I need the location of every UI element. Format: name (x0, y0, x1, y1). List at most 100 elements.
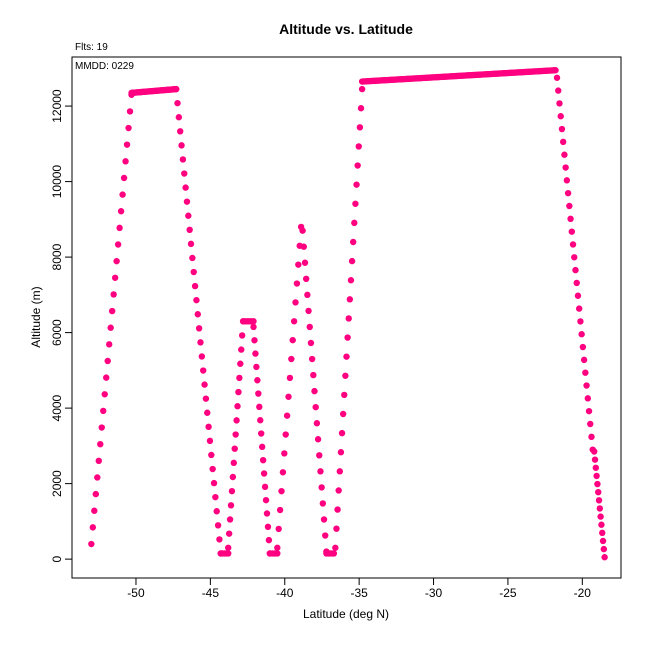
data-point (122, 158, 129, 165)
data-point (552, 67, 559, 74)
data-point (209, 465, 216, 473)
data-point (174, 99, 181, 107)
data-point (257, 417, 264, 424)
data-point (250, 323, 257, 331)
data-point (253, 363, 260, 371)
data-point (198, 353, 206, 360)
y-tick-label: 12000 (50, 89, 64, 123)
x-tick-label: -45 (202, 586, 220, 600)
data-point (302, 275, 310, 283)
data-point (202, 395, 210, 402)
data-point (559, 138, 567, 146)
data-point (172, 85, 180, 93)
data-point (562, 164, 569, 171)
data-point (197, 339, 204, 346)
data-point (571, 254, 578, 261)
data-point (575, 305, 583, 312)
data-point (299, 227, 306, 234)
x-tick-label: -35 (350, 586, 368, 600)
data-point (598, 521, 605, 528)
data-point (355, 143, 362, 150)
data-point (213, 508, 220, 515)
data-point (356, 124, 364, 131)
data-point (191, 282, 199, 290)
data-point (601, 554, 608, 561)
data-point (100, 407, 107, 415)
data-point (582, 369, 589, 376)
data-point (288, 355, 295, 363)
data-point (119, 191, 126, 198)
data-point (592, 464, 600, 471)
data-point (338, 429, 346, 437)
data-point (353, 181, 360, 188)
data-point (125, 124, 132, 132)
data-point (182, 184, 189, 191)
data-point (262, 496, 270, 504)
data-point (311, 387, 318, 395)
data-point (293, 280, 301, 287)
data-point (334, 506, 341, 513)
data-point (105, 341, 113, 348)
data-point (351, 219, 358, 227)
mmdd-annotation: MMDD: 0229 (75, 61, 134, 72)
data-point (225, 544, 232, 551)
data-point (594, 480, 601, 488)
data-point (113, 257, 120, 265)
data-point (577, 318, 584, 325)
data-point (258, 430, 265, 437)
data-point (181, 170, 188, 177)
data-point (258, 443, 266, 451)
data-point (319, 500, 327, 507)
data-point (597, 513, 604, 520)
data-point (588, 433, 595, 441)
data-point (282, 431, 289, 438)
data-point (255, 390, 262, 397)
data-point (283, 412, 291, 419)
y-tick-label: 2000 (50, 470, 64, 497)
data-point (111, 274, 119, 281)
data-point (232, 431, 239, 438)
data-point (251, 337, 258, 344)
data-point (274, 544, 281, 551)
data-point (566, 202, 573, 210)
data-point (183, 198, 191, 205)
data-point (301, 259, 309, 266)
data-point (342, 372, 349, 379)
data-point (199, 367, 207, 374)
data-point (94, 474, 101, 481)
data-point (107, 324, 114, 331)
data-point (330, 550, 338, 557)
data-point (279, 469, 287, 476)
data-point (252, 350, 259, 357)
data-point (580, 356, 588, 364)
data-point (339, 410, 347, 418)
data-point (210, 479, 218, 487)
data-point (352, 200, 359, 207)
data-point (208, 451, 215, 459)
data-point (117, 208, 125, 215)
data-point (225, 550, 232, 557)
data-point (228, 487, 236, 495)
data-point (178, 142, 185, 149)
x-tick-label: -25 (499, 586, 517, 600)
data-point (295, 261, 302, 268)
data-point (201, 381, 208, 388)
data-point (278, 487, 285, 495)
data-point (110, 291, 117, 298)
data-point (126, 108, 134, 115)
data-point (190, 268, 197, 276)
data-point (567, 215, 574, 223)
data-point (259, 456, 267, 464)
data-point (357, 105, 365, 112)
data-point (216, 536, 223, 543)
data-point (584, 395, 592, 402)
plot-frame (71, 56, 622, 579)
x-axis: -50 -45 -40 -35 -30 -25 -20 (127, 578, 591, 600)
data-point (226, 516, 234, 523)
data-point (91, 507, 98, 514)
data-point (599, 537, 607, 545)
data-point (300, 243, 307, 250)
data-point (120, 174, 128, 182)
data-point (205, 423, 212, 431)
